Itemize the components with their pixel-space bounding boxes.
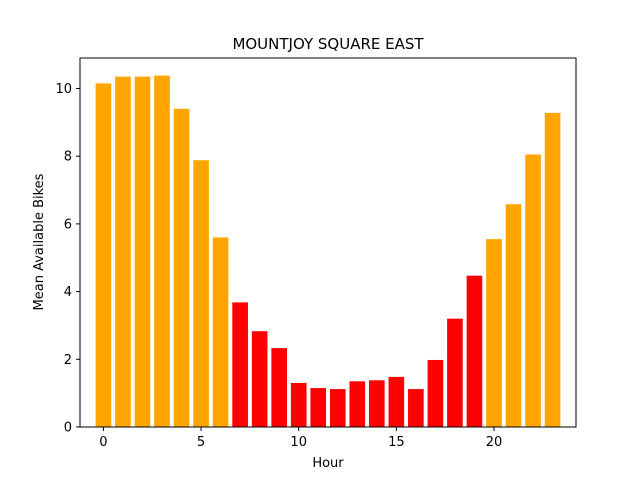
x-tick-label: 10 — [290, 435, 307, 450]
bar-hour-15 — [388, 376, 405, 427]
y-tick-label: 2 — [64, 353, 72, 368]
bar-hour-20 — [486, 239, 502, 427]
bar-hour-22 — [525, 154, 541, 428]
bar-hour-4 — [173, 108, 190, 427]
bar-hour-0 — [95, 83, 112, 428]
chart-title: MOUNTJOY SQUARE EAST — [232, 35, 424, 53]
bar-hour-23 — [544, 112, 561, 428]
y-axis-ticks: 0 2 4 6 8 10 — [55, 82, 80, 436]
x-tick-label: 20 — [486, 435, 503, 450]
bar-hour-10 — [290, 382, 307, 427]
bar-hour-19 — [466, 275, 483, 427]
x-tick-label: 5 — [197, 435, 205, 450]
x-axis-label: Hour — [312, 456, 344, 471]
bar-hour-1 — [115, 76, 131, 427]
bar-hour-3 — [154, 75, 170, 427]
bar-hour-13 — [349, 381, 366, 427]
plot-frame — [79, 57, 577, 428]
y-tick-label: 8 — [64, 150, 72, 165]
bar-hour-8 — [251, 331, 268, 427]
bar-hour-16 — [408, 389, 424, 427]
bar-hour-11 — [310, 388, 327, 427]
bar-hour-12 — [329, 389, 346, 427]
bar-hour-17 — [427, 359, 444, 427]
bar-hour-14 — [369, 380, 385, 427]
y-axis-label: Mean Available Bikes — [32, 173, 47, 310]
bar-hour-18 — [447, 318, 463, 427]
bar-hour-6 — [212, 237, 229, 427]
bar-hour-9 — [271, 348, 287, 427]
y-tick-label: 4 — [64, 285, 72, 300]
y-tick-label: 0 — [64, 421, 72, 436]
y-tick-label: 10 — [55, 82, 72, 97]
x-tick-label: 0 — [99, 435, 107, 450]
bar-hour-7 — [232, 302, 248, 427]
x-tick-label: 15 — [388, 435, 405, 450]
bars-group — [95, 75, 561, 428]
bar-hour-21 — [505, 204, 522, 427]
x-axis-ticks: 0 5 10 15 20 — [99, 427, 502, 450]
y-tick-label: 6 — [64, 217, 72, 232]
bar-hour-5 — [193, 160, 209, 427]
bar-hour-2 — [134, 76, 151, 427]
